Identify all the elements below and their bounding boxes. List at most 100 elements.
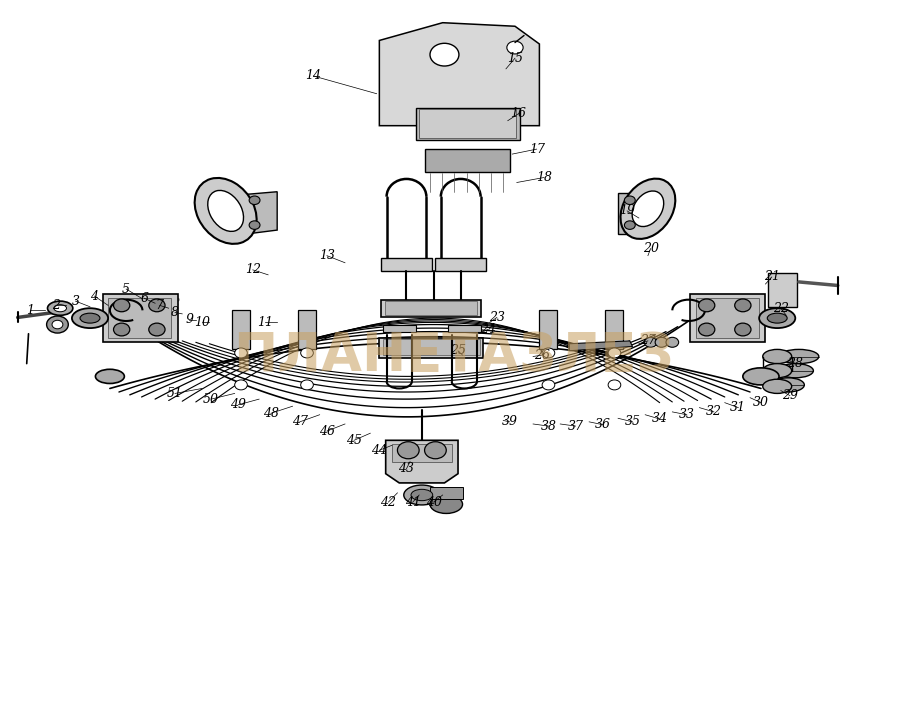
Text: 23: 23 — [489, 311, 505, 324]
Text: 33: 33 — [678, 409, 695, 421]
Text: 48: 48 — [263, 407, 278, 420]
Bar — [419, 109, 516, 138]
Polygon shape — [696, 298, 759, 338]
Text: 37: 37 — [568, 420, 583, 433]
Circle shape — [301, 380, 313, 390]
Polygon shape — [570, 341, 632, 351]
Polygon shape — [108, 298, 171, 338]
Text: 36: 36 — [595, 419, 610, 431]
Text: 17: 17 — [529, 143, 545, 155]
Text: 41: 41 — [405, 496, 421, 508]
Circle shape — [113, 299, 130, 312]
Ellipse shape — [763, 379, 792, 394]
Text: 6: 6 — [141, 292, 148, 304]
Ellipse shape — [743, 368, 779, 385]
Bar — [426, 299, 441, 307]
Polygon shape — [618, 193, 650, 235]
Circle shape — [249, 221, 260, 230]
Text: 16: 16 — [511, 107, 527, 120]
Text: 18: 18 — [536, 171, 552, 184]
Bar — [383, 324, 415, 332]
Ellipse shape — [620, 179, 676, 239]
Text: 10: 10 — [194, 316, 210, 329]
Bar — [399, 299, 414, 307]
Bar — [232, 310, 250, 349]
Circle shape — [655, 337, 668, 347]
Bar — [454, 299, 468, 307]
Text: ПЛАНЕТАЗЛЕЗ: ПЛАНЕТАЗЛЕЗ — [233, 331, 674, 382]
Text: 31: 31 — [730, 401, 746, 414]
Text: 14: 14 — [306, 69, 321, 83]
Circle shape — [644, 337, 657, 347]
Text: 34: 34 — [651, 413, 668, 426]
Bar — [379, 338, 483, 358]
Ellipse shape — [411, 489, 433, 501]
Text: 20: 20 — [643, 242, 658, 255]
Text: 3: 3 — [72, 294, 80, 307]
Circle shape — [624, 196, 635, 205]
Text: 19: 19 — [619, 205, 635, 217]
Bar — [392, 444, 452, 461]
Circle shape — [666, 337, 678, 347]
Ellipse shape — [632, 191, 664, 227]
Circle shape — [542, 348, 555, 358]
Polygon shape — [385, 441, 458, 483]
Text: 44: 44 — [371, 443, 387, 457]
Text: 9: 9 — [185, 313, 193, 326]
Text: 45: 45 — [346, 434, 362, 447]
Bar — [430, 487, 463, 498]
Ellipse shape — [47, 301, 73, 315]
Circle shape — [430, 43, 459, 66]
Text: 49: 49 — [230, 399, 247, 411]
Ellipse shape — [779, 349, 819, 364]
Text: 5: 5 — [122, 282, 131, 295]
Text: 2: 2 — [52, 299, 60, 312]
Ellipse shape — [404, 485, 440, 505]
Text: 51: 51 — [167, 387, 183, 400]
Circle shape — [608, 380, 620, 390]
Text: 35: 35 — [625, 416, 640, 429]
Ellipse shape — [759, 308, 795, 328]
Polygon shape — [690, 294, 766, 342]
Circle shape — [507, 41, 523, 54]
Circle shape — [735, 323, 751, 336]
Text: 21: 21 — [764, 270, 780, 284]
Circle shape — [301, 348, 313, 358]
Text: 27: 27 — [640, 334, 656, 347]
Bar — [424, 149, 511, 172]
Text: 46: 46 — [319, 424, 335, 438]
Bar — [448, 324, 481, 332]
Ellipse shape — [763, 364, 792, 378]
Circle shape — [149, 299, 165, 312]
Text: 11: 11 — [258, 316, 273, 329]
Circle shape — [52, 320, 63, 329]
Bar — [298, 310, 316, 349]
Circle shape — [424, 442, 446, 458]
Polygon shape — [768, 272, 797, 307]
Circle shape — [698, 323, 715, 336]
Circle shape — [235, 348, 248, 358]
Ellipse shape — [80, 313, 100, 323]
Text: 12: 12 — [245, 263, 261, 277]
Text: 42: 42 — [380, 496, 396, 508]
Ellipse shape — [95, 369, 124, 384]
Circle shape — [542, 380, 555, 390]
Text: 29: 29 — [782, 389, 798, 402]
Bar — [381, 259, 432, 271]
Text: 13: 13 — [319, 249, 335, 262]
Text: 40: 40 — [425, 496, 442, 508]
Ellipse shape — [195, 178, 257, 244]
Circle shape — [624, 221, 635, 230]
Circle shape — [698, 299, 715, 312]
Text: 43: 43 — [398, 462, 414, 476]
Ellipse shape — [763, 349, 792, 364]
Text: 50: 50 — [203, 393, 219, 406]
Ellipse shape — [777, 364, 814, 378]
Ellipse shape — [54, 304, 66, 312]
Bar — [540, 310, 558, 349]
Polygon shape — [379, 23, 540, 125]
Text: 30: 30 — [753, 396, 769, 409]
Bar — [385, 301, 477, 315]
Circle shape — [249, 196, 260, 205]
Text: 47: 47 — [292, 416, 307, 429]
